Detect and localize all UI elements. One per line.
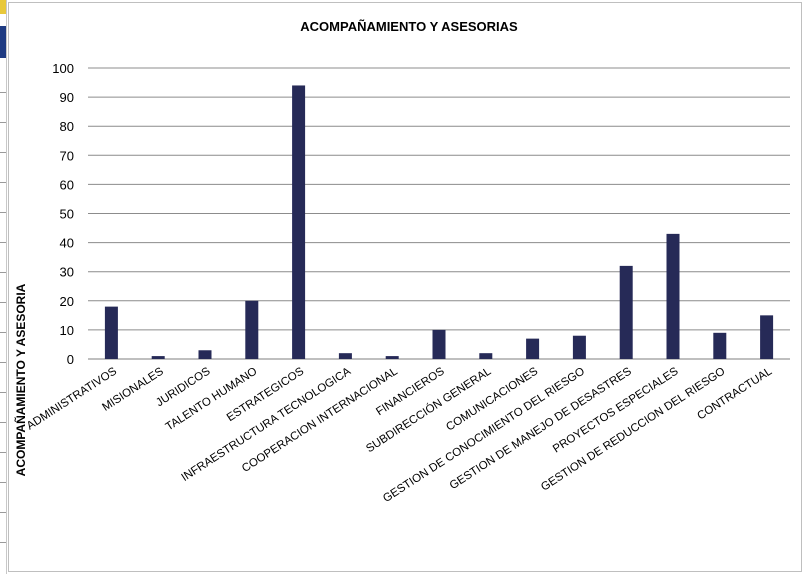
bar-cooperacion-internacional	[385, 356, 399, 359]
edge-tick	[0, 482, 6, 483]
edge-tick	[0, 392, 6, 393]
edge-accent-yellow	[0, 0, 6, 14]
y-axis-ticks: 0 10 20 30 40 50 60 70 80 90 100	[52, 61, 74, 367]
edge-tick	[0, 152, 6, 153]
edge-tick	[0, 422, 6, 423]
bar-misionales	[151, 356, 165, 359]
y-tick-label: 30	[60, 265, 74, 280]
bar-juridicos	[198, 350, 212, 359]
y-tick-label: 20	[60, 294, 74, 309]
edge-tick	[0, 182, 6, 183]
left-edge-strip	[0, 0, 7, 574]
edge-tick	[0, 452, 6, 453]
y-tick-label: 40	[60, 236, 74, 251]
bar-subdirecci-n-general	[479, 353, 493, 359]
bar-infraestructura-tecnologica	[338, 353, 352, 359]
edge-tick	[0, 332, 6, 333]
edge-tick	[0, 512, 6, 513]
bar-administrativos	[104, 306, 118, 359]
bar-gestion-de-manejo-de-desastres	[619, 265, 633, 359]
bar-comunicaciones	[526, 338, 540, 359]
bar-estrategicos	[292, 85, 306, 360]
edge-tick	[0, 212, 6, 213]
x-axis-ticks: ADMINISTRATIVOSMISIONALESJURIDICOSTALENT…	[25, 364, 775, 505]
edge-tick	[0, 302, 6, 303]
x-tick-label: ESTRATEGICOS	[225, 365, 307, 424]
edge-tick	[0, 122, 6, 123]
gridlines	[88, 67, 790, 360]
bar-financieros	[432, 329, 446, 359]
bar-proyectos-especiales	[666, 233, 680, 359]
bars	[104, 85, 774, 360]
y-tick-label: 80	[60, 119, 74, 134]
y-tick-label: 100	[52, 61, 74, 76]
edge-tick	[0, 272, 6, 273]
edge-tick	[0, 362, 6, 363]
y-tick-label: 60	[60, 177, 74, 192]
bar-gestion-de-conocimiento-del-riesgo	[572, 335, 586, 359]
edge-accent-blue	[0, 26, 6, 58]
edge-tick	[0, 242, 6, 243]
y-tick-label: 50	[60, 207, 74, 222]
edge-tick	[0, 542, 6, 543]
edge-tick	[0, 92, 6, 93]
bar-talento-humano	[245, 300, 259, 359]
x-tick-label: INFRAESTRUCTURA TECNOLOGICA	[179, 365, 353, 484]
bar-gestion-de-reduccion-del-riesgo	[713, 332, 727, 359]
x-tick-label: ADMINISTRATIVOS	[25, 365, 120, 432]
y-tick-label: 0	[67, 352, 74, 367]
y-tick-label: 10	[60, 323, 74, 338]
y-tick-label: 90	[60, 90, 74, 105]
y-axis-label: ACOMPAÑAMIENTO Y ASESORIA	[13, 283, 28, 476]
chart-title: ACOMPAÑAMIENTO Y ASESORIAS	[300, 19, 518, 34]
bar-contractual	[760, 315, 774, 359]
y-tick-label: 70	[60, 148, 74, 163]
